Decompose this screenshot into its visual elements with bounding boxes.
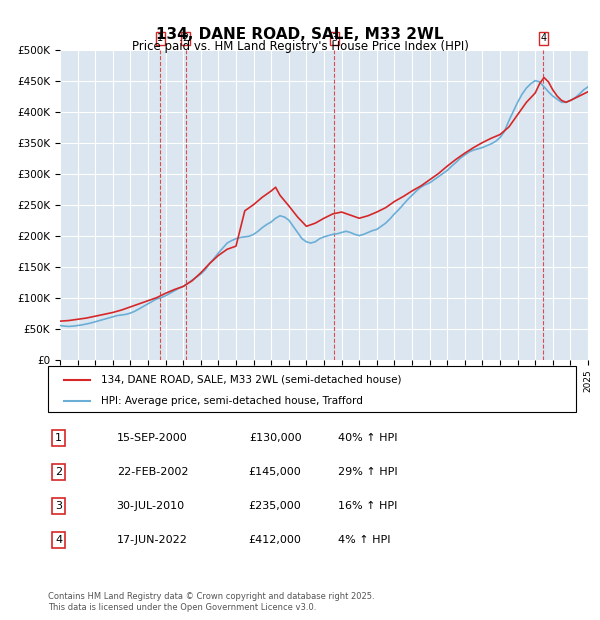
Text: HPI: Average price, semi-detached house, Trafford: HPI: Average price, semi-detached house,… <box>101 396 362 405</box>
Text: 1: 1 <box>55 433 62 443</box>
Text: 16% ↑ HPI: 16% ↑ HPI <box>338 501 398 511</box>
Text: 30-JUL-2010: 30-JUL-2010 <box>116 501 185 511</box>
Text: £145,000: £145,000 <box>248 467 301 477</box>
Text: 1: 1 <box>157 33 164 43</box>
Text: 22-FEB-2002: 22-FEB-2002 <box>116 467 188 477</box>
Text: 134, DANE ROAD, SALE, M33 2WL: 134, DANE ROAD, SALE, M33 2WL <box>156 27 444 42</box>
Text: £235,000: £235,000 <box>248 501 301 511</box>
Text: 134, DANE ROAD, SALE, M33 2WL (semi-detached house): 134, DANE ROAD, SALE, M33 2WL (semi-deta… <box>101 374 401 385</box>
Text: 17-JUN-2022: 17-JUN-2022 <box>116 535 188 545</box>
Text: 15-SEP-2000: 15-SEP-2000 <box>116 433 187 443</box>
Text: Contains HM Land Registry data © Crown copyright and database right 2025.
This d: Contains HM Land Registry data © Crown c… <box>48 592 374 611</box>
Text: Price paid vs. HM Land Registry's House Price Index (HPI): Price paid vs. HM Land Registry's House … <box>131 40 469 53</box>
Text: £130,000: £130,000 <box>249 433 301 443</box>
FancyBboxPatch shape <box>48 366 576 412</box>
Text: 4: 4 <box>55 535 62 545</box>
Text: 40% ↑ HPI: 40% ↑ HPI <box>338 433 398 443</box>
Text: 4% ↑ HPI: 4% ↑ HPI <box>338 535 391 545</box>
Text: 2: 2 <box>55 467 62 477</box>
Text: 2: 2 <box>182 33 189 43</box>
Text: 4: 4 <box>540 33 547 43</box>
Text: 29% ↑ HPI: 29% ↑ HPI <box>338 467 398 477</box>
Text: 3: 3 <box>55 501 62 511</box>
Text: 3: 3 <box>331 33 337 43</box>
Text: £412,000: £412,000 <box>248 535 301 545</box>
